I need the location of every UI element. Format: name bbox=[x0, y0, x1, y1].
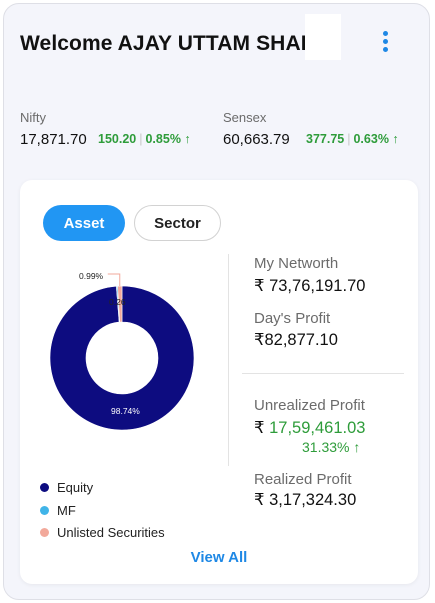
slice-label-mf: 0.26 bbox=[109, 297, 126, 307]
view-all-link[interactable]: View All bbox=[190, 549, 248, 566]
vertical-divider bbox=[228, 254, 229, 466]
legend-dot-unlisted bbox=[40, 528, 49, 537]
index-change-nifty: 150.20 | 0.85% ↑ bbox=[98, 132, 191, 146]
realized-profit-value: ₹ 3,17,324.30 bbox=[254, 491, 357, 509]
index-change-points: 377.75 bbox=[306, 132, 345, 146]
legend-label: Equity bbox=[57, 480, 94, 495]
unrealized-profit-label: Unrealized Profit bbox=[254, 397, 365, 414]
slice-leader-line bbox=[107, 273, 121, 287]
index-value-nifty: 17,871.70 bbox=[20, 131, 87, 148]
portfolio-card: Asset Sector 0.99% 0.26 98.74% My Networ… bbox=[20, 180, 418, 584]
index-change-points: 150.20 bbox=[98, 132, 137, 146]
realized-profit-label: Realized Profit bbox=[254, 471, 352, 488]
legend-dot-equity bbox=[40, 483, 49, 492]
networth-value: ₹ 73,76,191.70 bbox=[254, 277, 366, 295]
index-value-sensex: 60,663.79 bbox=[223, 131, 290, 148]
index-change-percent: 0.63% bbox=[353, 132, 389, 146]
index-change-sensex: 377.75 | 0.63% ↑ bbox=[306, 132, 399, 146]
legend-item-unlisted: Unlisted Securities bbox=[40, 525, 165, 540]
days-profit-label: Day's Profit bbox=[254, 310, 331, 327]
up-arrow-icon: ↑ bbox=[392, 132, 399, 146]
dashboard-panel: Welcome AJAY UTTAM SHAH! Nifty 17,871.70… bbox=[3, 3, 430, 600]
slice-label-equity: 98.74% bbox=[111, 406, 140, 416]
legend-label: MF bbox=[57, 503, 76, 518]
donut-slice-unlisted-securities bbox=[117, 285, 123, 323]
legend-dot-mf bbox=[40, 506, 49, 515]
donut-slice-equity bbox=[49, 285, 195, 431]
networth-label: My Networth bbox=[254, 255, 339, 272]
asset-donut-chart bbox=[49, 273, 195, 431]
index-change-percent: 0.85% bbox=[145, 132, 181, 146]
tab-sector[interactable]: Sector bbox=[134, 205, 221, 241]
legend-item-equity: Equity bbox=[40, 480, 93, 495]
horizontal-divider bbox=[242, 373, 404, 374]
legend-label: Unlisted Securities bbox=[57, 525, 165, 540]
up-arrow-icon: ↑ bbox=[184, 132, 191, 146]
legend-item-mf: MF bbox=[40, 503, 76, 518]
tab-asset[interactable]: Asset bbox=[43, 205, 125, 241]
currency-symbol: ₹ bbox=[254, 419, 265, 437]
redaction-block bbox=[305, 14, 341, 60]
unrealized-profit-value: ₹ 17,59,461.03 bbox=[254, 418, 365, 438]
unrealized-amount: 17,59,461.03 bbox=[269, 419, 366, 437]
welcome-title: Welcome AJAY UTTAM SHAH! bbox=[20, 32, 324, 55]
slice-label-unlisted: 0.99% bbox=[79, 271, 104, 281]
unrealized-profit-percent: 31.33% ↑ bbox=[302, 439, 361, 455]
index-name-sensex: Sensex bbox=[223, 110, 267, 125]
index-name-nifty: Nifty bbox=[20, 110, 46, 125]
kebab-menu-icon[interactable] bbox=[378, 30, 392, 56]
days-profit-value: ₹82,877.10 bbox=[254, 331, 338, 349]
